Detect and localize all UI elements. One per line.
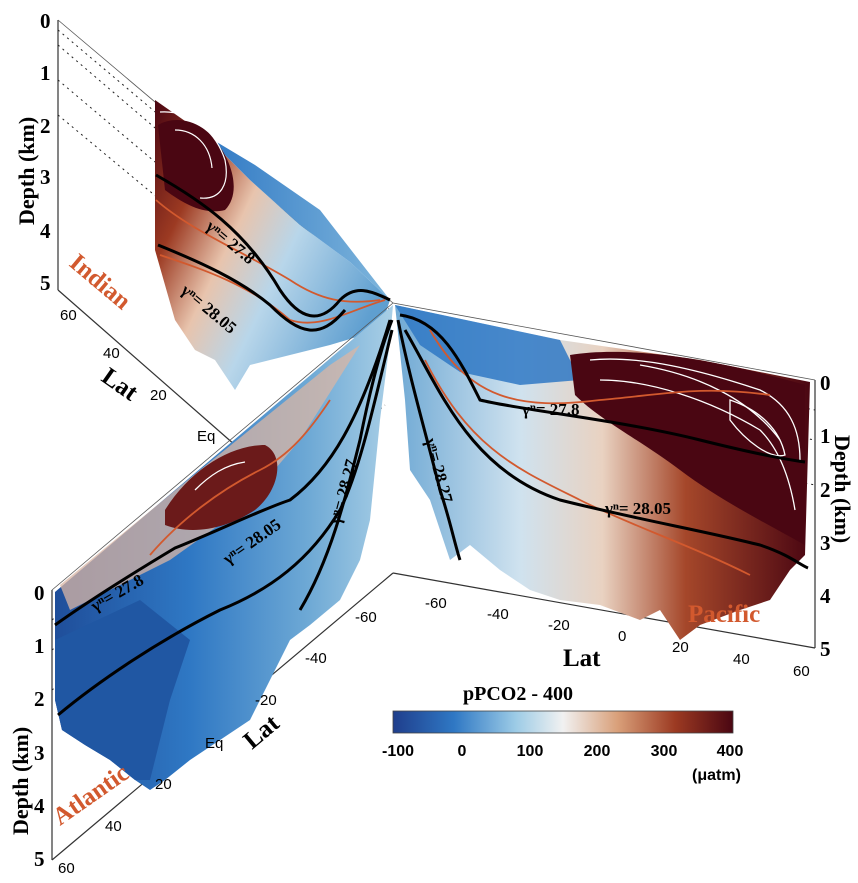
pacific-depth-tick: 3 [820,531,831,555]
atlantic-orange-contour [149,399,331,556]
indian-lat-ticks: 60 40 20 Eq [60,307,215,445]
atlantic-depth-tick: 3 [34,741,45,765]
pacific-isopycnal-28.05 [403,329,809,570]
indian-depth-label: Depth (km) [14,117,39,225]
indian-lat-tick: Eq [197,428,215,445]
pacific-lat-tick: 20 [672,639,689,656]
colorbar-tick: 400 [717,743,744,760]
atlantic-lat-tick: -20 [255,692,277,709]
atlantic-depth-tick: 4 [34,794,45,818]
atlantic-panel: γⁿ= 27.8 γⁿ= 28.05 γⁿ= 28.27 Atlantic De… [8,302,394,877]
colorbar-gradient [392,710,734,734]
pacific-high-core [570,351,805,545]
pacific-lat-tick: 60 [793,663,810,680]
colorbar-title: pPCO2 - 400 [463,683,573,705]
indian-orange-contour-2 [159,254,386,324]
indian-depth-tick: 4 [40,219,51,243]
atlantic-white-contour [194,461,246,491]
indian-lat-tick: 60 [60,307,77,324]
atlantic-depth-tick: 1 [34,634,45,658]
indian-lat-tick: 40 [103,345,120,362]
atlantic-lat-tick: -40 [305,650,327,667]
pacific-surface-blue [395,305,580,385]
colorbar-tick: 0 [458,743,467,760]
indian-depth-tick: 5 [40,271,51,295]
atlantic-isopycnal-28.05 [57,329,394,717]
indian-lat-label: Lat [97,363,144,407]
colorbar-tick: 200 [584,743,611,760]
atlantic-high-core [165,445,278,530]
atlantic-lat-tick: -60 [355,609,377,626]
indian-orange-contour [155,199,381,303]
pacific-depth-tick: 4 [820,584,831,608]
indian-depth-tick: 1 [40,61,51,85]
indian-depth-tick: 3 [40,165,51,189]
colorbar-ticks: -100 0 100 200 300 400 [382,743,743,760]
pacific-depth-tick: 5 [820,637,831,661]
pacific-depth-tick: 2 [820,478,831,502]
colorbar-tick: 300 [651,743,678,760]
indian-lat-axis [57,289,236,446]
atlantic-depth-tick: 0 [34,581,45,605]
pacific-top-edge [392,302,816,381]
atlantic-lat-tick: 40 [105,818,122,835]
pacific-lat-tick: 40 [733,651,750,668]
atlantic-lat-ticks: -60 -40 -20 Eq 20 40 60 [58,609,377,877]
pacific-lat-tick: -40 [487,606,509,623]
pacific-orange-contour-2 [424,359,751,576]
pacific-depth-tick: 1 [820,424,831,448]
pacific-lat-tick: 0 [618,628,626,645]
indian-depth-tick: 0 [40,9,51,33]
indian-white-contours [159,111,227,199]
pacific-lat-label: Lat [563,645,601,672]
pacific-isopycnal-label-2: γⁿ= 28.05 [604,499,671,518]
indian-depth-tick: 2 [40,114,51,138]
atlantic-depth-label: Depth (km) [8,727,33,835]
atlantic-lat-tick: 20 [155,776,172,793]
atlantic-depth-tick: 5 [34,847,45,871]
colorbar-unit: (μatm) [692,767,741,784]
indian-isopycnal-27.8 [155,173,391,318]
atlantic-depth-tick: 2 [34,687,45,711]
indian-surface-blue [205,135,390,300]
colorbar-tick: -100 [382,743,414,760]
indian-depth-ticks: 0 1 2 3 4 5 [40,9,51,295]
pacific-lat-axis [392,572,816,649]
atlantic-top-edge [51,302,394,591]
pacific-depth-ticks: 0 1 2 3 4 5 [820,371,831,661]
pacific-isopycnal-27.8 [399,313,806,464]
pacific-lat-tick: -20 [548,617,570,634]
indian-isopycnal-28.05 [157,243,347,332]
pacific-lat-tick: -60 [425,595,447,612]
colorbar-tick: 100 [517,743,544,760]
pacific-basin-label: Pacific [688,601,760,628]
atlantic-isopycnal-27.8 [54,319,392,627]
atlantic-depth-ticks: 0 1 2 3 4 5 [34,581,45,871]
atlantic-isopycnal-28.27 [298,319,394,611]
colorbar: pPCO2 - 400 -100 0 100 200 300 400 (μatm… [382,683,743,784]
atlantic-lat-tick: Eq [205,735,223,752]
pacific-isopycnal-28.27 [396,319,462,561]
pacific-lat-ticks: -60 -40 -20 0 20 40 60 [425,595,810,680]
pacific-depth-label: Depth (km) [830,435,855,543]
pacific-panel: γⁿ= 27.8 γⁿ= 28.05 γⁿ= 28.27 Pacific Dep… [392,302,855,680]
atlantic-lat-tick: 60 [58,860,75,877]
indian-lat-tick: 20 [150,387,167,404]
pacific-depth-tick: 0 [820,371,831,395]
pacific-isopycnal-label-1: γⁿ= 27.8 [521,400,580,419]
